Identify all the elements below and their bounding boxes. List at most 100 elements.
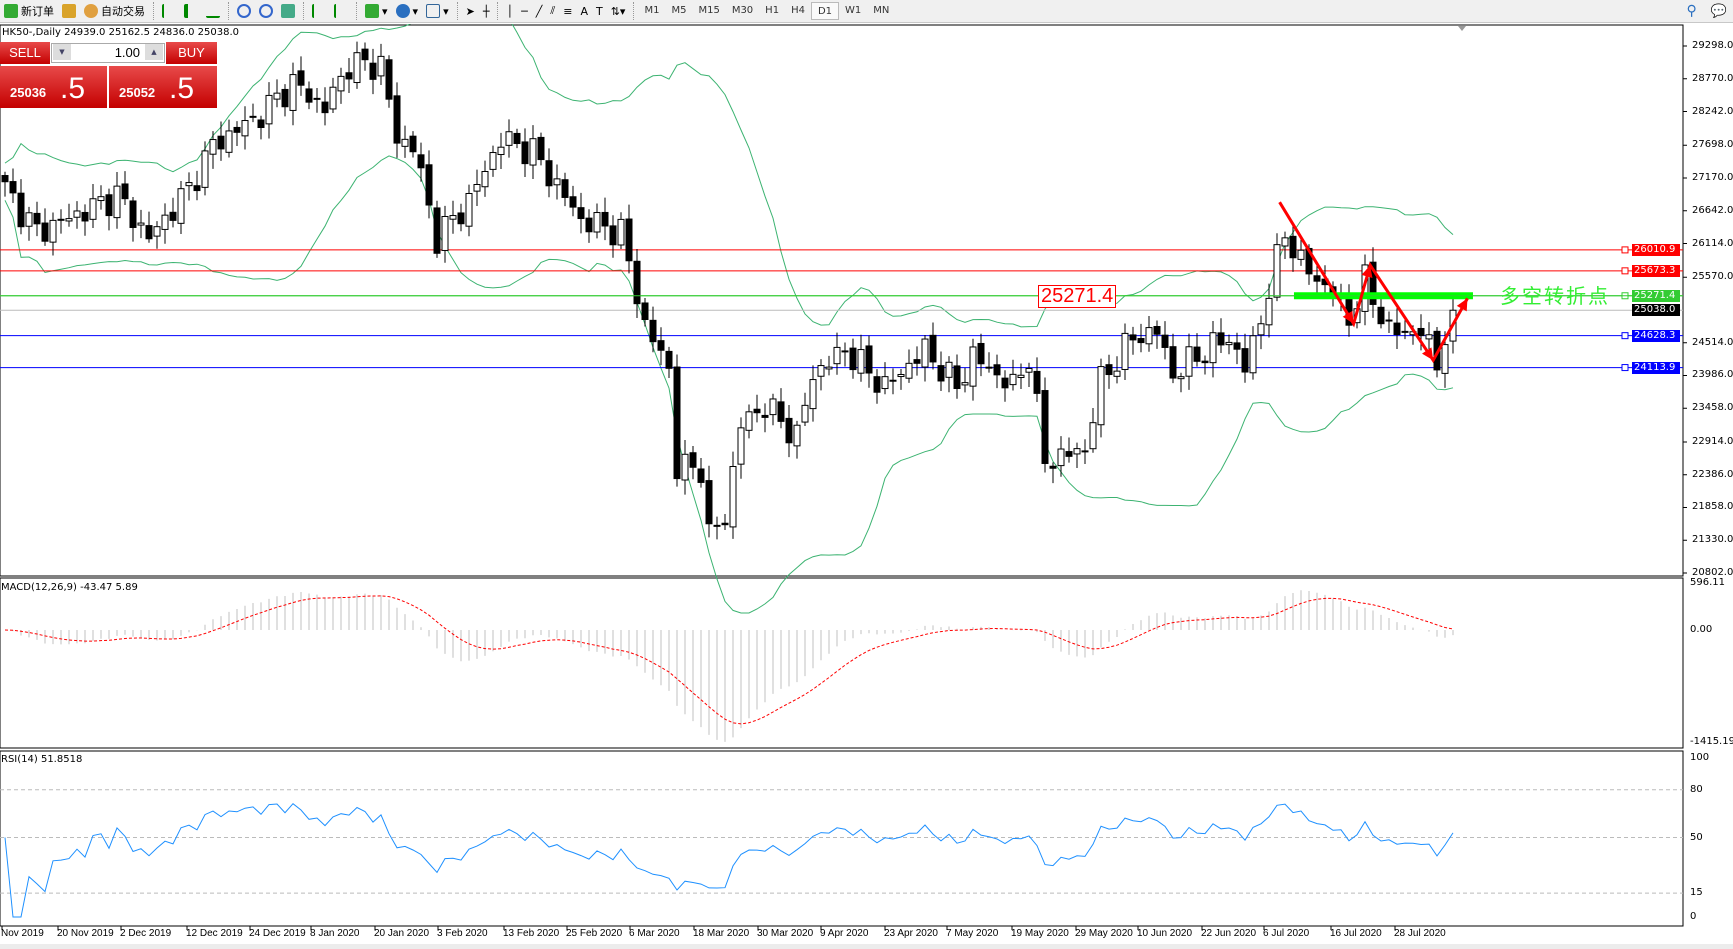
chart-shift-button[interactable] xyxy=(330,1,352,21)
date-axis-label: 16 Jul 2020 xyxy=(1330,928,1382,939)
auto-trading-button[interactable]: 自动交易 xyxy=(80,1,149,21)
periods-button[interactable]: ▾ xyxy=(392,1,423,21)
timeframe-w1[interactable]: W1 xyxy=(845,5,862,16)
line-chart-icon xyxy=(206,4,220,18)
candle xyxy=(769,393,777,426)
candle xyxy=(9,168,17,204)
candle xyxy=(257,115,265,140)
candle xyxy=(809,365,817,422)
candle xyxy=(881,362,889,395)
timeframe-mn[interactable]: MN xyxy=(873,5,890,16)
candle-chart-button[interactable] xyxy=(180,1,202,21)
buy-price[interactable]: 25052 .5 xyxy=(109,66,217,108)
candle-body xyxy=(977,342,985,365)
level-price-tag: 25673.3 xyxy=(1632,264,1680,277)
horizontal-line-tool[interactable]: ─ xyxy=(517,1,532,21)
text-tool[interactable]: A xyxy=(576,1,592,21)
candle xyxy=(361,42,369,71)
candle-body xyxy=(313,97,321,100)
chart-canvas[interactable] xyxy=(0,24,1733,949)
timeframe-h1[interactable]: H1 xyxy=(765,5,780,16)
candle xyxy=(1009,359,1017,391)
candle-body xyxy=(1073,448,1081,455)
candle-body xyxy=(345,72,353,80)
chart-window[interactable] xyxy=(0,24,1733,949)
zoom-out-button[interactable] xyxy=(255,1,277,21)
pivot-annotation-text[interactable]: 多空转折点 xyxy=(1500,284,1610,308)
text-label-tool[interactable]: T xyxy=(592,1,607,21)
chart-shift-marker xyxy=(1458,26,1466,31)
sell-button[interactable]: SELL xyxy=(0,42,50,64)
level-price-tag: 25271.4 xyxy=(1632,289,1680,302)
candle-body xyxy=(921,338,929,368)
candle-body xyxy=(761,414,769,418)
candle xyxy=(929,322,937,370)
vertical-line-tool[interactable]: │ xyxy=(502,1,517,21)
zoom-in-button[interactable] xyxy=(233,1,255,21)
candle-body xyxy=(505,131,513,146)
lot-decrease-icon[interactable]: ▼ xyxy=(53,44,71,60)
candle-body xyxy=(1017,374,1025,378)
sell-price[interactable]: 25036 .5 xyxy=(0,66,107,108)
candle-body xyxy=(817,365,825,377)
new-order-button[interactable]: 新订单 xyxy=(0,1,58,21)
search-icon[interactable]: ⚲ xyxy=(1686,3,1697,19)
status-bar xyxy=(0,944,1733,949)
candle-body xyxy=(169,211,177,221)
tile-windows-button[interactable] xyxy=(277,1,299,21)
candle-body xyxy=(929,334,937,363)
candle-body xyxy=(25,212,33,227)
candle-body xyxy=(1177,376,1185,380)
trendline-tool[interactable]: ╱ xyxy=(532,1,547,21)
templates-button[interactable]: ▾ xyxy=(422,1,453,21)
candle xyxy=(1377,297,1385,329)
candle xyxy=(353,41,361,89)
indicators-button[interactable]: ▾ xyxy=(361,1,392,21)
candle xyxy=(1265,283,1273,338)
candle xyxy=(449,200,457,234)
candle-body xyxy=(1105,364,1113,376)
candle-body xyxy=(129,200,137,228)
lot-size-input[interactable]: 1.00 xyxy=(114,45,140,60)
timeframe-m30[interactable]: M30 xyxy=(731,5,754,16)
candle-body xyxy=(1265,297,1273,326)
cursor-tool[interactable]: ➤ xyxy=(462,1,479,21)
timeframe-m5[interactable]: M5 xyxy=(671,5,687,16)
equidistant-channel-tool[interactable]: ⫽ xyxy=(546,1,559,21)
bar-chart-button[interactable] xyxy=(158,1,180,21)
candle-body xyxy=(329,86,337,110)
crosshair-tool[interactable]: ┼ xyxy=(479,1,494,21)
timeframe-m1[interactable]: M1 xyxy=(644,5,660,16)
candle xyxy=(153,221,161,249)
autoscroll-button[interactable] xyxy=(308,1,330,21)
candle xyxy=(105,188,113,231)
candle-body xyxy=(593,212,601,233)
candle xyxy=(249,103,257,123)
timeframe-d1[interactable]: D1 xyxy=(810,2,840,20)
candle xyxy=(1185,333,1193,390)
channel-icon: ⫽ xyxy=(550,4,556,17)
line-chart-button[interactable] xyxy=(202,1,224,21)
candle xyxy=(1385,311,1393,333)
price-axis-label: 26642.0 xyxy=(1692,204,1733,216)
rsi-axis-label: 50 xyxy=(1690,831,1703,843)
fibonacci-tool[interactable]: ≡ xyxy=(559,1,576,21)
arrows-tool[interactable]: ⇅▾ xyxy=(607,1,630,21)
candle-body xyxy=(809,379,817,410)
candle-body xyxy=(1153,326,1161,335)
timeframe-m15[interactable]: M15 xyxy=(698,5,720,16)
lot-increase-icon[interactable]: ▲ xyxy=(145,44,163,60)
horizontal-line-icon: ─ xyxy=(521,4,528,18)
price-annotation-label[interactable]: 25271.4 xyxy=(1038,285,1117,308)
macd-signal-line xyxy=(4,595,1454,725)
candle xyxy=(689,446,697,480)
price-axis-label: 25570.0 xyxy=(1692,271,1733,283)
timeframe-h4[interactable]: H4 xyxy=(791,5,805,16)
rsi-axis-label: 100 xyxy=(1690,752,1710,763)
buy-button[interactable]: BUY xyxy=(166,42,217,64)
date-axis-label: 20 Nov 2019 xyxy=(57,928,114,939)
chat-icon[interactable]: 💬 xyxy=(1710,3,1727,19)
candle-body xyxy=(1241,348,1249,373)
candle xyxy=(401,125,409,158)
market-watch-button[interactable] xyxy=(58,1,80,21)
